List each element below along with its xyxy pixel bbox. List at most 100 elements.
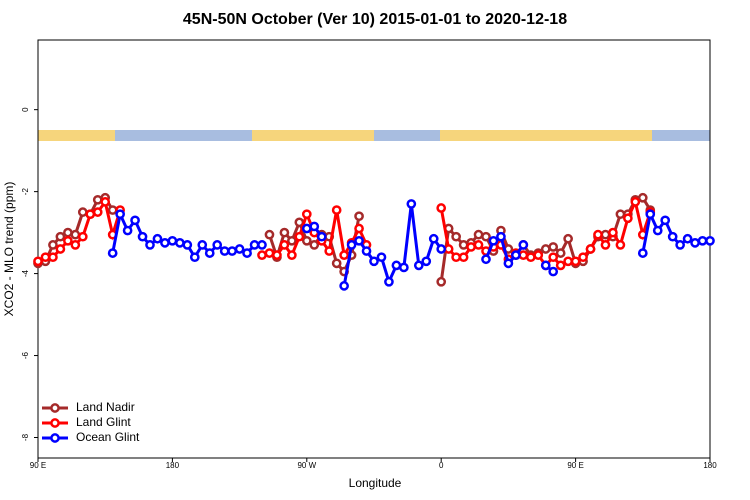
point [301,223,312,234]
point [145,240,155,250]
point [264,248,275,258]
point [451,252,461,263]
point [369,256,379,267]
series [107,199,715,291]
y-axis-label: XCO2 - MLO trend (ppm) [2,182,16,317]
point [257,240,267,250]
point [496,231,506,242]
legend-label: Land Glint [76,415,131,429]
point [287,235,297,246]
point [249,240,260,250]
point [600,229,611,240]
point [219,246,230,256]
point [413,260,424,271]
x-tick-label: 180 [166,461,180,470]
point [331,205,342,215]
point [70,229,81,240]
legend-marker [50,433,60,443]
x-tick-label: 90 E [567,461,583,470]
point [354,211,364,222]
point [257,250,267,260]
land-ocean-band [38,130,710,141]
point [436,276,447,287]
point [540,260,551,271]
y-tick-label: -4 [21,269,30,277]
point [234,244,245,254]
point [48,240,58,250]
land-band [440,130,652,141]
point [481,254,491,265]
point [316,231,327,242]
point [705,235,715,246]
point [682,233,693,244]
point [600,240,611,250]
point [436,203,447,213]
point [77,207,88,217]
point [212,240,223,250]
point [555,248,566,258]
point [391,260,402,271]
point [511,250,521,260]
point [309,221,320,232]
point [301,209,312,220]
plot-frame [37,39,711,459]
point [376,252,387,263]
point [175,238,185,248]
point [503,258,514,269]
point [436,244,447,254]
point [451,231,461,242]
point [585,244,596,254]
chart-title: 45N-50N October (Ver 10) 2015-01-01 to 2… [183,11,567,28]
series [33,192,656,287]
point [555,260,566,271]
point [55,231,66,242]
legend-label: Land Nadir [76,400,135,414]
point [197,240,208,250]
point [637,192,648,203]
x-tick-label: 180 [703,461,717,470]
point [182,240,193,250]
point [570,256,581,267]
point [354,235,364,246]
y-tick-label: 0 [21,107,30,112]
point [458,252,469,263]
point [578,252,588,263]
point [152,233,163,244]
point [189,252,200,263]
point [48,252,58,263]
y-tick-label: -6 [21,351,30,359]
point [264,229,275,240]
point [548,266,559,277]
point [675,240,685,250]
point [309,240,320,250]
point [690,238,700,248]
point [563,256,573,267]
point [40,252,51,263]
legend-marker [50,403,60,413]
point [563,233,573,244]
point [346,240,357,250]
point [63,235,73,246]
point [63,227,73,238]
point [645,209,656,220]
point [406,199,417,209]
point [630,197,641,207]
point [384,276,394,287]
x-tick-label: 90 E [30,461,46,470]
point [399,262,409,273]
point [92,194,103,205]
land-band [38,130,115,141]
point [339,281,349,291]
point [361,246,372,256]
point [137,231,148,242]
y-tick-label: -2 [21,188,30,196]
point [85,209,96,220]
point [473,240,484,250]
point [100,197,111,207]
point [279,227,290,238]
point [92,207,103,217]
point [473,229,484,240]
point [481,231,491,242]
point [77,231,88,242]
